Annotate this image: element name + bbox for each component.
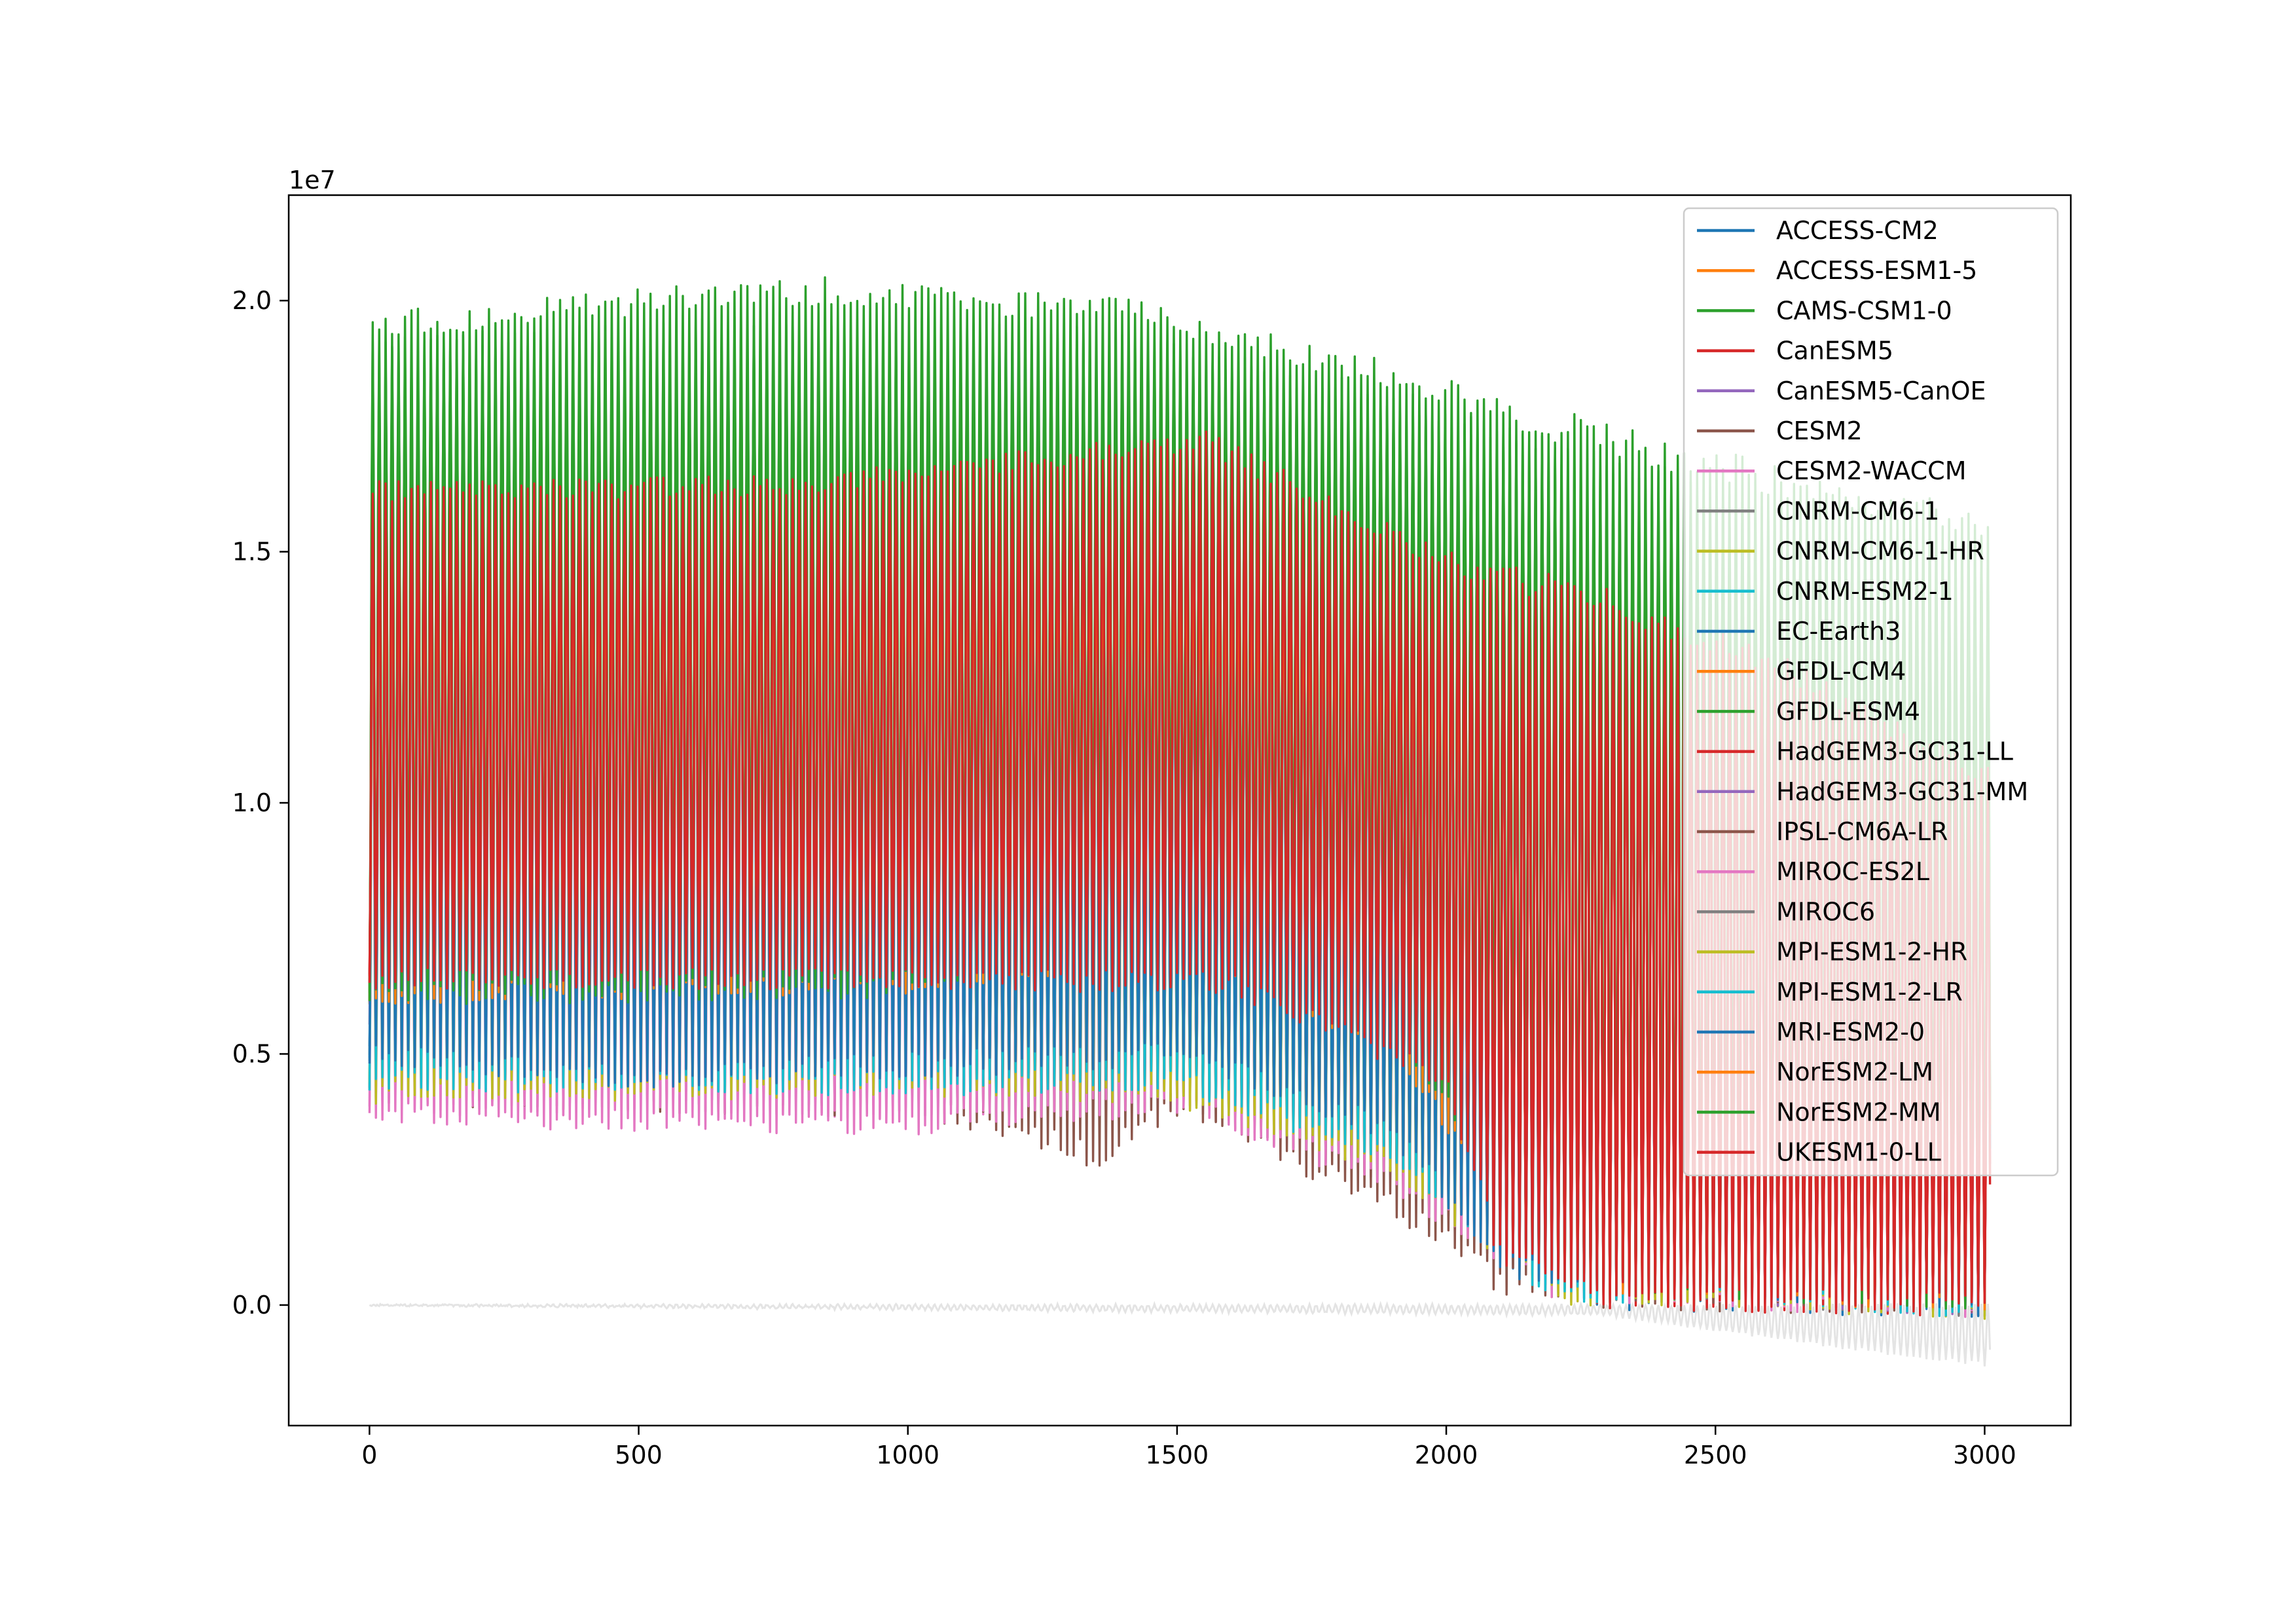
legend-label: HadGEM3-GC31-LL <box>1776 737 2013 766</box>
x-tick-label: 3000 <box>1953 1441 2016 1469</box>
legend-label: MRI-ESM2-0 <box>1776 1018 1925 1046</box>
legend-label: CanESM5-CanOE <box>1776 377 1986 405</box>
y-offset-label: 1e7 <box>289 166 336 194</box>
legend-label: GFDL-ESM4 <box>1776 697 1920 726</box>
x-axis: 0 500 1000 1500 2000 2500 3000 <box>361 1426 2016 1469</box>
legend-label: CAMS-CSM1-0 <box>1776 296 1952 325</box>
legend-label: ACCESS-ESM1-5 <box>1776 256 1977 285</box>
x-tick-label: 500 <box>615 1441 663 1469</box>
legend-frame <box>1683 207 2059 1177</box>
series-line-faint <box>369 1301 1992 1367</box>
y-tick-label: 1.5 <box>232 538 272 566</box>
legend-label: CanESM5 <box>1776 337 1893 365</box>
legend-label: HadGEM3-GC31-MM <box>1776 777 2028 806</box>
legend-label: ACCESS-CM2 <box>1776 216 1939 245</box>
series-layer <box>368 276 1992 1320</box>
x-tick-label: 0 <box>361 1441 377 1469</box>
plot-area <box>368 276 1992 1367</box>
legend-label: NorESM2-LM <box>1776 1058 1933 1086</box>
y-tick-label: 0.0 <box>232 1291 272 1320</box>
x-tick-label: 2500 <box>1684 1441 1747 1469</box>
legend-label: MIROC6 <box>1776 897 1875 926</box>
legend-label: IPSL-CM6A-LR <box>1776 817 1948 846</box>
legend-label: CESM2-WACCM <box>1776 456 1966 485</box>
legend-label: CESM2 <box>1776 416 1863 445</box>
y-tick-label: 0.5 <box>232 1039 272 1068</box>
y-tick-label: 2.0 <box>232 286 272 315</box>
legend-label: UKESM1-0-LL <box>1776 1138 1941 1167</box>
legend-label: CNRM-CM6-1-HR <box>1776 537 1984 566</box>
legend-label: MPI-ESM1-2-LR <box>1776 978 1963 1006</box>
x-tick-label: 1500 <box>1146 1441 1209 1469</box>
y-tick-label: 1.0 <box>232 788 272 817</box>
legend-label: NorESM2-MM <box>1776 1098 1941 1126</box>
series-line-ukesm1-0-ll <box>368 430 1992 1317</box>
x-tick-label: 1000 <box>876 1441 939 1469</box>
x-tick-label: 2000 <box>1415 1441 1478 1469</box>
legend-label: CNRM-ESM2-1 <box>1776 577 1954 606</box>
legend-label: CNRM-CM6-1 <box>1776 496 1939 525</box>
legend-label: EC-Earth3 <box>1776 617 1901 646</box>
legend-label: MPI-ESM1-2-HR <box>1776 938 1967 967</box>
legend-label: MIROC-ES2L <box>1776 857 1929 886</box>
axes-frame <box>287 194 2072 1427</box>
y-axis: 0.0 0.5 1.0 1.5 2.0 <box>232 286 289 1320</box>
faint-series-layer <box>369 1301 1992 1367</box>
legend: ACCESS-CM2 ACCESS-ESM1-5 CAMS-CSM1-0 CanESM… <box>1683 207 2059 1177</box>
legend-label: GFDL-CM4 <box>1776 657 1906 686</box>
